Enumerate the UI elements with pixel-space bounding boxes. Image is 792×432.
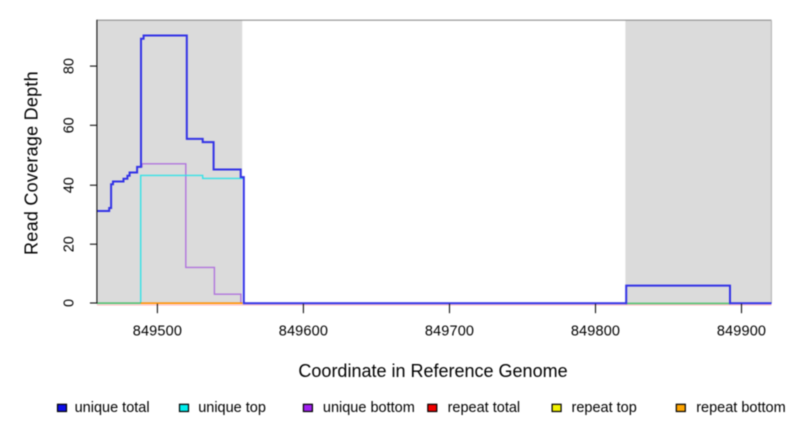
svg-text:849700: 849700 [425, 323, 474, 339]
svg-text:40: 40 [62, 177, 78, 193]
svg-text:Coordinate in Reference Genome: Coordinate in Reference Genome [298, 361, 567, 381]
svg-text:unique top: unique top [198, 400, 266, 416]
svg-text:849800: 849800 [571, 323, 620, 339]
svg-text:Read Coverage Depth: Read Coverage Depth [22, 71, 42, 255]
svg-text:849500: 849500 [133, 323, 182, 339]
svg-text:849600: 849600 [279, 323, 328, 339]
svg-text:repeat top: repeat top [572, 400, 637, 416]
svg-text:unique bottom: unique bottom [323, 400, 415, 416]
svg-text:unique total: unique total [75, 400, 150, 416]
svg-text:849900: 849900 [717, 323, 766, 339]
svg-text:repeat bottom: repeat bottom [696, 400, 785, 416]
svg-text:20: 20 [62, 236, 78, 252]
svg-text:0: 0 [62, 299, 78, 307]
svg-text:80: 80 [62, 58, 78, 74]
svg-text:60: 60 [62, 117, 78, 133]
svg-text:repeat total: repeat total [448, 400, 521, 416]
